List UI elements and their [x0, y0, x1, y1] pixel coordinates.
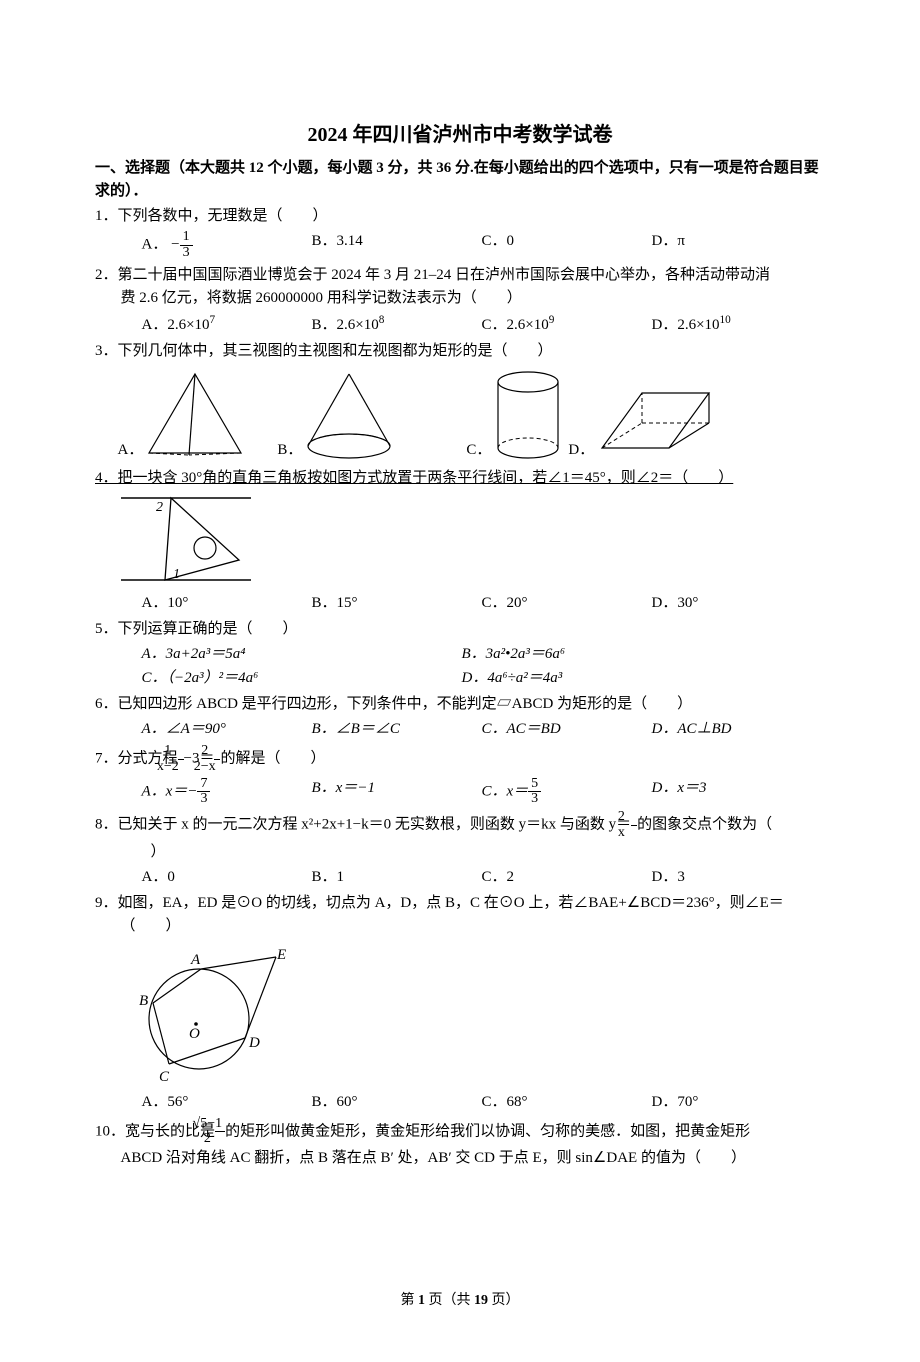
question-9: 9．如图，EA，ED 是⊙O 的切线，切点为 A，D，点 B，C 在⊙O 上，若…	[95, 892, 825, 915]
question-8: 8．已知关于 x 的一元二次方程 x²+2x+1−k＝0 无实数根，则函数 y＝…	[95, 810, 825, 840]
q7-opt-c: C．x＝53	[482, 777, 652, 807]
q7-opt-d: D．x＝3	[652, 777, 822, 807]
q1-opt-a: A． −13	[142, 230, 312, 260]
question-1: 1．下列各数中，无理数是（ ）	[95, 205, 825, 228]
svg-text:2: 2	[156, 500, 163, 515]
question-10-l2: ABCD 沿对角线 AC 翻折，点 B 落在点 B′ 处，AB′ 交 CD 于点…	[95, 1147, 825, 1170]
q4-options: A．10° B．15° C．20° D．30°	[95, 592, 825, 615]
q3-opt-a: A．	[118, 368, 249, 463]
q8-options: A．0 B．1 C．2 D．3	[95, 866, 825, 889]
q8-opt-a: A．0	[142, 866, 312, 889]
q7-options: A．x＝−73 B．x＝−1 C．x＝53 D．x＝3	[95, 777, 825, 807]
question-3: 3．下列几何体中，其三视图的主视图和左视图都为矩形的是（ ）	[95, 340, 825, 363]
svg-text:D: D	[248, 1035, 260, 1051]
question-4: 4．把一块含 30°角的直角三角板按如图方式放置于两条平行线间，若∠1＝45°，…	[95, 467, 825, 490]
question-10: 10．宽与长的比是√5−12的矩形叫做黄金矩形，黄金矩形给我们以协调、匀称的美感…	[95, 1117, 825, 1147]
q3-options: A． B． C．	[95, 368, 825, 463]
svg-text:O: O	[189, 1026, 200, 1042]
q3-opt-d: D．	[568, 368, 719, 463]
q2-opt-a: A．2.6×107	[142, 312, 312, 337]
svg-text:A: A	[190, 952, 201, 968]
q6-opt-d: D．AC⊥BD	[652, 718, 822, 741]
q4-opt-d: D．30°	[652, 592, 822, 615]
q2-opt-b: B．2.6×108	[312, 312, 482, 337]
q9-options: A．56° B．60° C．68° D．70°	[95, 1091, 825, 1114]
q8-opt-d: D．3	[652, 866, 822, 889]
cylinder-icon	[491, 368, 566, 463]
q1-opt-c: C．0	[482, 230, 652, 260]
q9-figure: O A E B C D	[95, 939, 825, 1089]
exam-page: 2024 年四川省泸州市中考数学试卷 一、选择题（本大题共 12 个小题，每小题…	[0, 0, 920, 1362]
q5-opt-d: D．4a⁶÷a²＝4a³	[462, 667, 782, 690]
q2-opt-d: D．2.6×1010	[652, 312, 822, 337]
svg-text:1: 1	[173, 567, 180, 582]
triangle-parallel-icon: 2 1	[121, 490, 276, 590]
q4-opt-a: A．10°	[142, 592, 312, 615]
cone-icon	[302, 368, 397, 463]
question-9-l2: （ ）	[95, 915, 825, 938]
q6-opt-a: A．∠A＝90°	[142, 718, 312, 741]
q8-opt-c: C．2	[482, 866, 652, 889]
q4-figure: 2 1	[95, 490, 825, 590]
q3-opt-c: C．	[466, 368, 566, 463]
q5-opt-a: A．3a+2a³＝5a⁴	[142, 643, 462, 666]
svg-text:E: E	[276, 947, 286, 963]
q9-opt-b: B．60°	[312, 1091, 482, 1114]
q2-options: A．2.6×107 B．2.6×108 C．2.6×109 D．2.6×1010	[95, 312, 825, 337]
question-2: 2．第二十届中国国际酒业博览会于 2024 年 3 月 21–24 日在泸州市国…	[95, 264, 825, 287]
svg-text:B: B	[139, 993, 148, 1009]
q6-opt-b: B．∠B＝∠C	[312, 718, 482, 741]
page-footer: 第 1 页（共 19 页）	[95, 1290, 825, 1312]
prism-icon	[594, 368, 719, 463]
q8-opt-b: B．1	[312, 866, 482, 889]
question-2-l2: 费 2.6 亿元，将数据 260000000 用科学记数法表示为（ ）	[95, 287, 825, 310]
q9-opt-a: A．56°	[142, 1091, 312, 1114]
q5-opt-c: C．（−2a³）²＝4a⁶	[142, 667, 462, 690]
q5-options: A．3a+2a³＝5a⁴ B．3a²•2a³＝6a⁶ C．（−2a³）²＝4a⁶…	[95, 643, 825, 690]
section-heading: 一、选择题（本大题共 12 个小题，每小题 3 分，共 36 分.在每小题给出的…	[95, 157, 825, 202]
q4-opt-c: C．20°	[482, 592, 652, 615]
q9-opt-c: C．68°	[482, 1091, 652, 1114]
q6-options: A．∠A＝90° B．∠B＝∠C C．AC＝BD D．AC⊥BD	[95, 718, 825, 741]
q9-opt-d: D．70°	[652, 1091, 822, 1114]
page-title: 2024 年四川省泸州市中考数学试卷	[95, 120, 825, 151]
question-6: 6．已知四边形 ABCD 是平行四边形，下列条件中，不能判定▱ABCD 为矩形的…	[95, 693, 825, 716]
q3-opt-b: B．	[277, 368, 397, 463]
question-5: 5．下列运算正确的是（ ）	[95, 618, 825, 641]
q6-opt-c: C．AC＝BD	[482, 718, 652, 741]
q5-opt-b: B．3a²•2a³＝6a⁶	[462, 643, 782, 666]
q2-opt-c: C．2.6×109	[482, 312, 652, 337]
question-8-l2: ）	[95, 841, 825, 864]
circle-tangent-icon: O A E B C D	[121, 939, 296, 1089]
q1-opt-b: B．3.14	[312, 230, 482, 260]
q1-opt-d: D．π	[652, 230, 822, 260]
q4-opt-b: B．15°	[312, 592, 482, 615]
q7-opt-a: A．x＝−73	[142, 777, 312, 807]
svg-text:C: C	[159, 1069, 170, 1085]
q1-options: A． −13 B．3.14 C．0 D．π	[95, 230, 825, 260]
question-7: 7．分式方程1x−2−3＝22−x的解是（ ）	[95, 744, 825, 774]
q7-opt-b: B．x＝−1	[312, 777, 482, 807]
pyramid-icon	[143, 368, 248, 463]
